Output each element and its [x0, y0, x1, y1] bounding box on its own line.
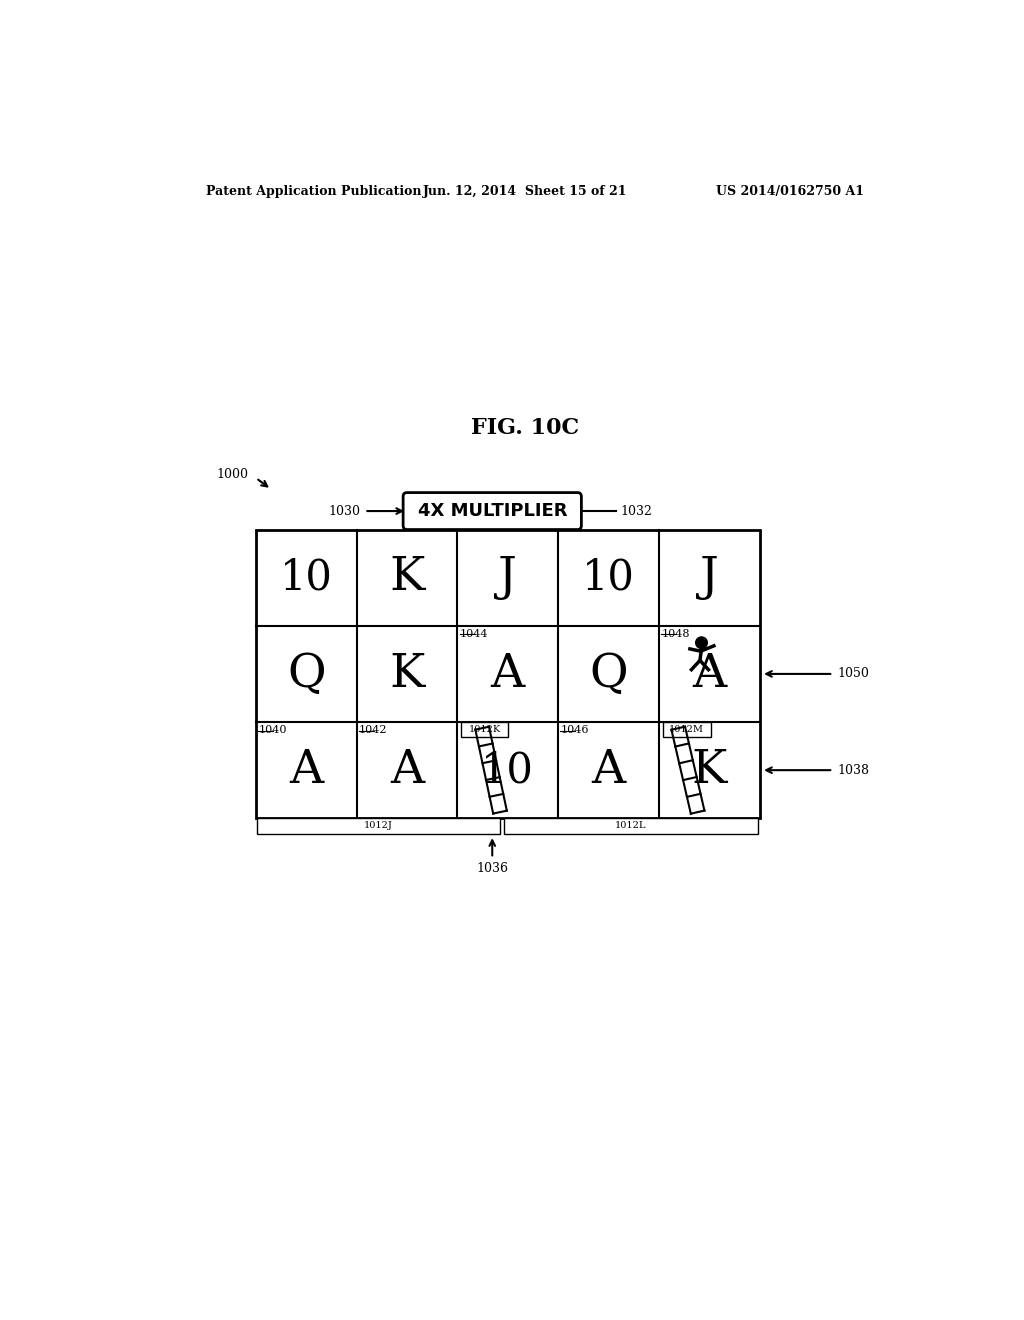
Bar [256, 529, 760, 818]
Text: 1042: 1042 [359, 725, 387, 735]
Text: 1012L: 1012L [615, 821, 647, 830]
Text: Jun. 12, 2014  Sheet 15 of 21: Jun. 12, 2014 Sheet 15 of 21 [423, 185, 627, 198]
Text: J: J [499, 554, 517, 601]
Text: A: A [692, 651, 726, 697]
Bar [504, 818, 758, 834]
Circle shape [695, 638, 708, 648]
Text: US 2014/0162750 A1: US 2014/0162750 A1 [716, 185, 864, 198]
Text: Patent Application Publication: Patent Application Publication [206, 185, 421, 198]
Text: K: K [389, 651, 425, 697]
Text: 10: 10 [582, 557, 635, 599]
Text: K: K [389, 554, 425, 601]
Text: 10: 10 [481, 750, 535, 791]
Text: 1040: 1040 [258, 725, 287, 735]
Text: 1048: 1048 [662, 628, 690, 639]
Bar [257, 818, 500, 834]
Text: 1046: 1046 [560, 725, 589, 735]
Text: FIG. 10C: FIG. 10C [471, 417, 579, 440]
Text: Q: Q [589, 651, 628, 697]
FancyBboxPatch shape [403, 492, 582, 529]
Text: 1000: 1000 [216, 467, 248, 480]
Text: A: A [390, 747, 424, 793]
Text: 1012K: 1012K [468, 725, 501, 734]
Text: J: J [699, 554, 719, 601]
Text: A: A [289, 747, 324, 793]
Bar [461, 722, 508, 738]
Text: Q: Q [287, 651, 326, 697]
Text: 1012J: 1012J [365, 821, 393, 830]
Text: 1012M: 1012M [670, 725, 705, 734]
Text: 1032: 1032 [621, 504, 652, 517]
Text: 1044: 1044 [460, 628, 488, 639]
Text: 1036: 1036 [476, 862, 508, 875]
Bar [663, 722, 711, 738]
Text: A: A [490, 651, 525, 697]
Text: 1030: 1030 [329, 504, 360, 517]
Text: 10: 10 [280, 557, 333, 599]
Text: 1038: 1038 [838, 764, 869, 776]
Text: 1050: 1050 [838, 668, 869, 680]
Text: 4X MULTIPLIER: 4X MULTIPLIER [418, 502, 567, 520]
Text: K: K [691, 747, 727, 793]
Text: A: A [592, 747, 626, 793]
